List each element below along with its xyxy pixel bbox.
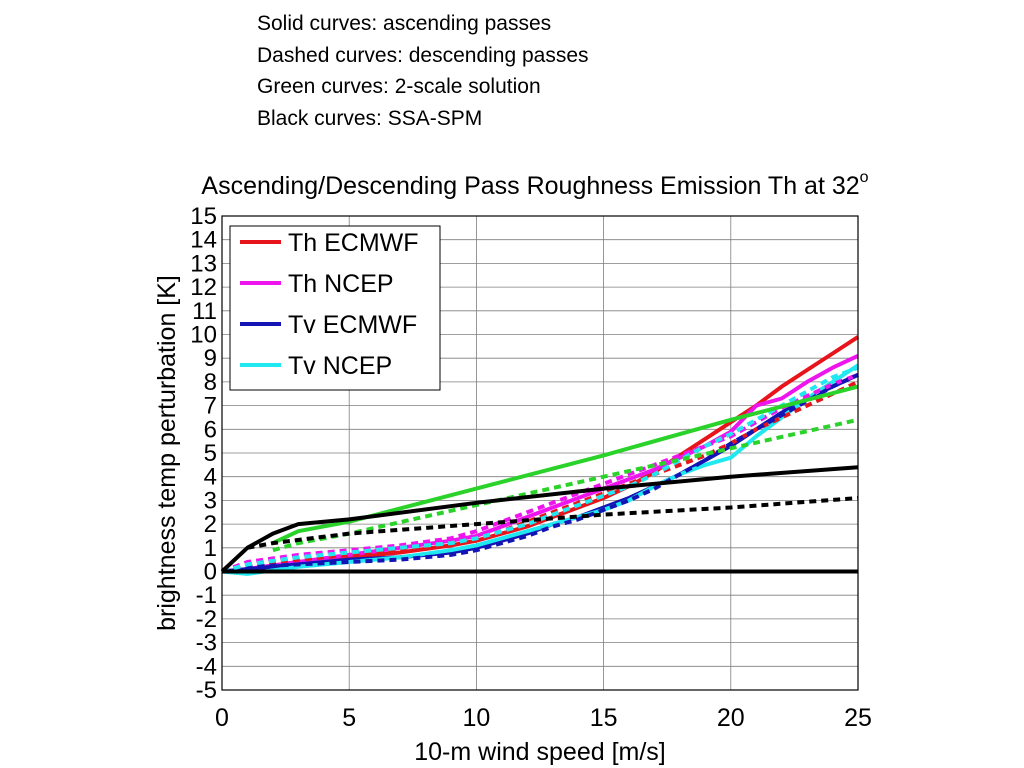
y-tick-label: 11	[192, 298, 217, 325]
y-tick-label: 1	[204, 535, 217, 562]
y-tick-label: 14	[190, 227, 217, 254]
y-tick-label: 0	[204, 559, 217, 586]
legend-label: Tv NCEP	[288, 352, 392, 380]
series-line-10	[220, 465, 859, 573]
series-line-7	[221, 365, 859, 574]
series-line-1	[221, 353, 859, 574]
tick-labels: 0 5 10 15 20 25-5-4-3-2-101234567891011121314…	[190, 203, 872, 732]
x-tick-label: 0	[215, 704, 229, 732]
y-tick-label: 15	[190, 203, 217, 230]
y-tick-label: 13	[190, 250, 217, 277]
y-tick-label: -1	[196, 582, 217, 609]
note-black-curves: Black curves: SSA-SPM	[257, 106, 483, 130]
plot-frame	[221, 215, 859, 691]
x-axis-label: 10-m wind speed [m/s]	[414, 738, 666, 766]
y-tick-label: 8	[204, 369, 217, 396]
series-line-6	[221, 372, 859, 574]
y-tick-label: -3	[196, 630, 217, 657]
legend-label: Tv ECMWF	[288, 311, 417, 339]
series-layer	[220, 335, 860, 576]
series-line-4	[221, 380, 859, 574]
y-tick-label: 12	[190, 274, 217, 301]
y-tick-label: 10	[190, 322, 217, 349]
y-axis-label: brightness temp perturbation [K]	[153, 275, 181, 631]
note-solid-curves: Solid curves: ascending passes	[257, 12, 552, 35]
x-tick-label: 15	[590, 704, 618, 732]
series-line-9	[272, 417, 859, 553]
y-tick-label: 2	[204, 511, 217, 538]
x-tick-label: 25	[844, 704, 872, 732]
note-green-curves: Green curves: 2-scale solution	[257, 75, 541, 98]
y-tick-label: 9	[204, 345, 217, 372]
legend-label: Th NCEP	[288, 270, 394, 298]
legend-box	[229, 225, 441, 391]
series-line-11	[247, 496, 859, 550]
y-tick-label: 7	[204, 393, 217, 420]
notes-block: Solid curves: ascending passes Dashed cu…	[257, 8, 589, 134]
legend: Th ECMWF Th NCEP Tv ECMWF Tv NCEP	[229, 225, 441, 391]
series-line-0	[221, 335, 860, 574]
y-tick-label: 4	[204, 464, 217, 491]
y-tick-label: -2	[196, 606, 217, 633]
y-tick-label: 6	[204, 416, 217, 443]
note-dashed-curves: Dashed curves: descending passes	[257, 43, 589, 67]
x-tick-label: 10	[462, 704, 490, 732]
x-tick-label: 20	[717, 704, 745, 732]
legend-label: Th ECMWF	[288, 229, 419, 257]
chart-title: Ascending/Descending Pass Roughness Emis…	[201, 169, 868, 200]
x-tick-label: 5	[342, 704, 356, 732]
y-tick-label: -5	[196, 677, 217, 704]
series-line-3	[221, 363, 860, 576]
series-line-8	[272, 384, 859, 545]
y-tick-label: 5	[204, 440, 217, 467]
y-tick-label: -4	[196, 653, 217, 680]
y-tick-label: 3	[204, 487, 217, 514]
